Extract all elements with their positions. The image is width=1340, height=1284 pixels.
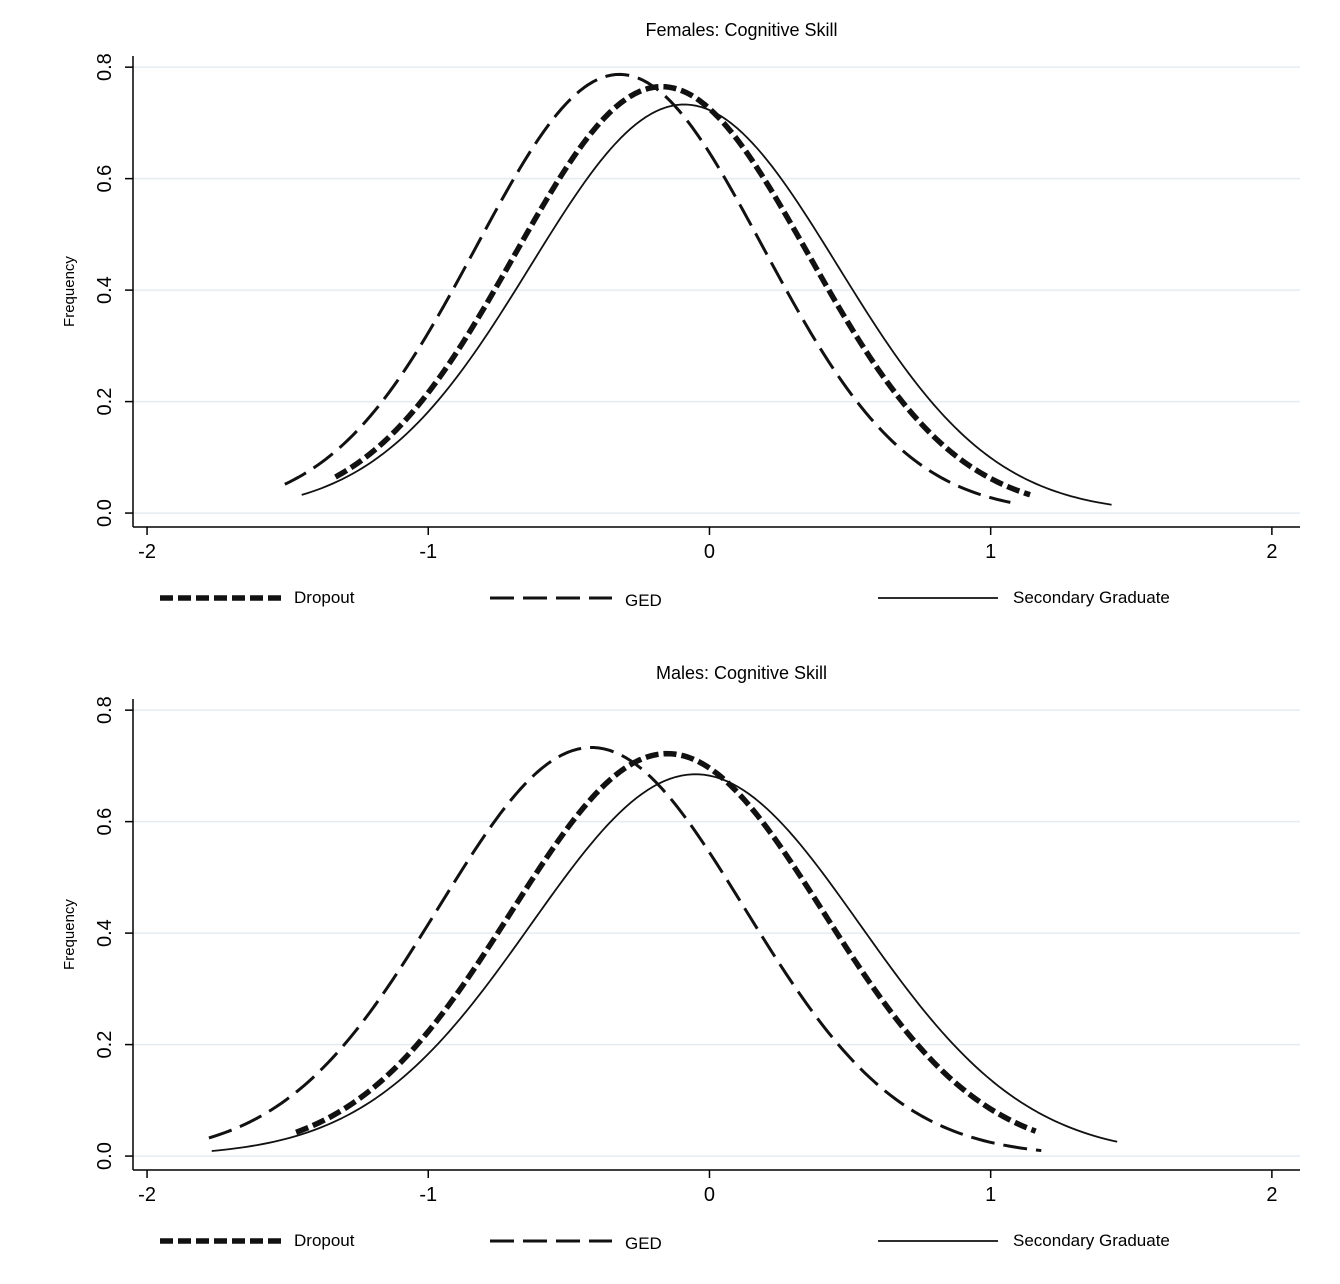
males-chart-panel: Males: Cognitive Skill 0.0 0.2 0.4 0.6 0.8 -2 -… [61,663,1300,1253]
legend-label-secondary-graduate: Secondary Graduate [1013,1231,1170,1250]
y-axis-title: Frequency [61,899,78,970]
series-line-secondary-graduate [301,103,1112,506]
x-tick-label: -1 [419,1184,437,1206]
legend-label-secondary-graduate: Secondary Graduate [1013,588,1170,607]
series-line-dropout [334,83,1031,498]
females-chart-panel: Females: Cognitive Skill 0.0 0.2 0.4 0.6 0.8 -… [61,20,1300,610]
y-tick-label: 0.4 [94,276,116,304]
y-tick-label: 0.6 [94,165,116,193]
x-tick-label: -2 [138,1184,156,1206]
x-tick-label: 0 [704,1184,715,1206]
y-tick-label: 0.8 [94,696,116,724]
x-tick-label: 2 [1266,541,1277,563]
series-line-dropout [295,750,1037,1135]
y-tick-label: 0.8 [94,53,116,81]
chart-title: Females: Cognitive Skill [645,20,837,40]
legend-label-dropout: Dropout [294,1231,355,1250]
y-tick-label: 0.4 [94,919,116,947]
x-tick-label: -1 [419,541,437,563]
x-tick-label: 1 [985,541,996,563]
legend-label-dropout: Dropout [294,588,355,607]
legend-label-ged: GED [625,591,662,610]
series-line-ged [284,72,1011,504]
chart-title: Males: Cognitive Skill [656,663,827,683]
y-axis-title: Frequency [61,256,78,327]
y-tick-label: 0.6 [94,808,116,836]
x-tick-label: 1 [985,1184,996,1206]
series-line-ged [208,746,1042,1153]
legend-label-ged: GED [625,1234,662,1253]
x-tick-label: -2 [138,541,156,563]
x-tick-label: 2 [1266,1184,1277,1206]
y-tick-label: 0.0 [94,499,116,527]
y-tick-label: 0.0 [94,1142,116,1170]
y-tick-label: 0.2 [94,388,116,416]
y-tick-label: 0.2 [94,1031,116,1059]
x-tick-label: 0 [704,541,715,563]
series-line-secondary-graduate [211,773,1118,1152]
